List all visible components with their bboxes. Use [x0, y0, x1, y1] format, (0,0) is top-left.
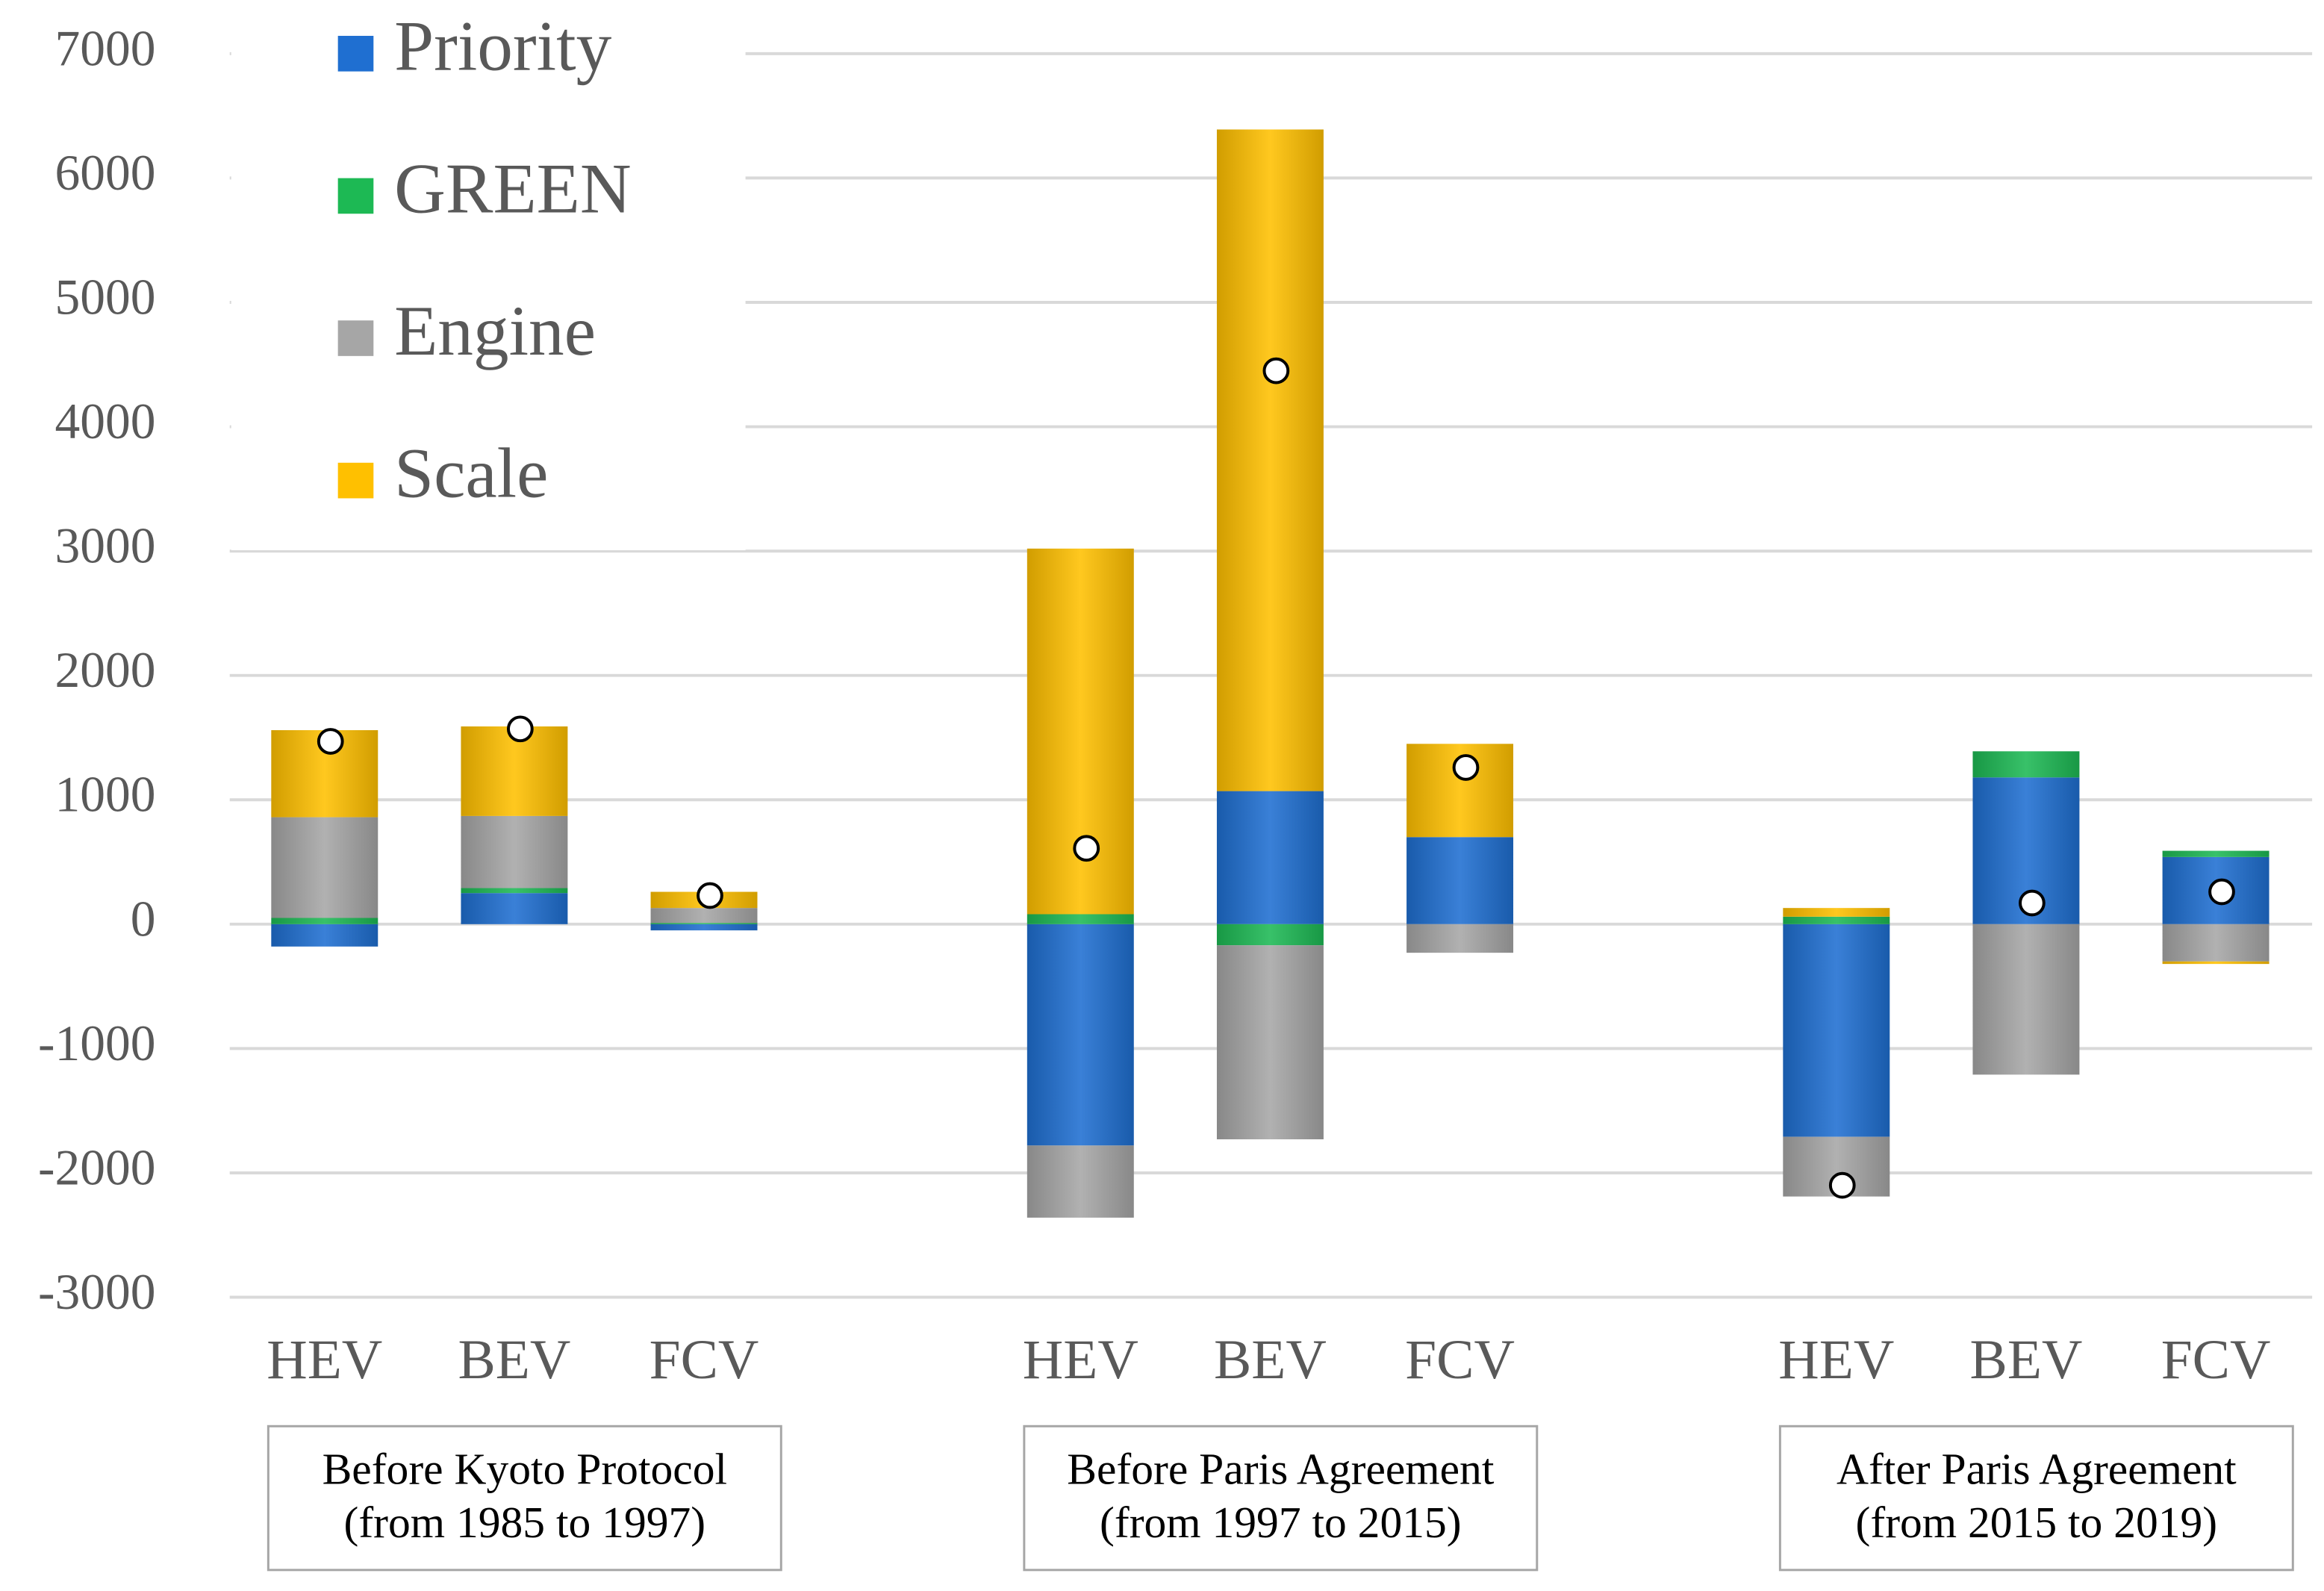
y-tick-label: 7000: [54, 20, 155, 76]
legend-swatch: [337, 36, 374, 72]
bar-segment: [2162, 850, 2270, 857]
bar-segment: [271, 924, 378, 947]
bar-segment: [1783, 924, 1890, 1137]
bar-segment: [461, 893, 568, 924]
x-tick-label: HEV: [1778, 1329, 1894, 1391]
y-tick-label: 1000: [54, 767, 155, 823]
bar-segment: [1406, 924, 1514, 953]
x-tick-label: FCV: [649, 1329, 759, 1391]
net-marker: [1073, 835, 1100, 862]
y-tick-label: 3000: [54, 518, 155, 574]
net-marker: [506, 715, 534, 743]
group-label: (from 1985 to 1997): [344, 1498, 706, 1547]
bar-segment: [1027, 924, 1134, 1146]
legend-background: [231, 0, 746, 550]
x-tick-label: BEV: [1970, 1329, 2083, 1391]
legend-label: GREEN: [394, 149, 632, 228]
y-tick-label: 5000: [54, 269, 155, 325]
legend-label: Engine: [394, 291, 596, 370]
net-marker: [1262, 357, 1290, 384]
group-label: (from 2015 to 2019): [1856, 1498, 2218, 1547]
x-tick-label: HEV: [1023, 1329, 1138, 1391]
bar-segment: [1783, 916, 1890, 924]
x-tick-label: FCV: [1405, 1329, 1515, 1391]
y-tick-label: 6000: [54, 145, 155, 201]
legend-label: Scale: [394, 433, 548, 512]
bar-segment: [271, 918, 378, 924]
group-label: Before Kyoto Protocol: [323, 1444, 727, 1493]
bar-segment: [271, 817, 378, 918]
bar-segment: [650, 923, 758, 924]
legend-label: Priority: [394, 7, 612, 86]
bar-segment: [1972, 751, 2080, 778]
bar-segment: [1027, 914, 1134, 924]
group-box: [1778, 1425, 2294, 1572]
bar-segment: [461, 815, 568, 888]
legend-swatch: [337, 462, 374, 499]
group-box: [1023, 1425, 1539, 1572]
y-tick-label: -2000: [38, 1139, 155, 1195]
bar-segment: [1216, 791, 1324, 924]
bar-segment: [1216, 129, 1324, 791]
bar-segment: [461, 888, 568, 894]
legend-swatch: [337, 178, 374, 214]
y-tick-label: -1000: [38, 1015, 155, 1071]
net-marker: [317, 728, 344, 755]
bar-segment: [2162, 961, 2270, 965]
x-tick-label: BEV: [1214, 1329, 1327, 1391]
bar-segment: [1027, 1145, 1134, 1218]
bar-segment: [1216, 945, 1324, 1139]
group-label: (from 1997 to 2015): [1100, 1498, 1462, 1547]
net-marker: [2019, 889, 2046, 917]
net-marker: [1828, 1171, 1856, 1199]
y-tick-label: -3000: [38, 1264, 155, 1320]
group-label: After Paris Agreement: [1837, 1444, 2237, 1493]
net-marker: [1452, 754, 1480, 781]
y-tick-label: 0: [131, 891, 156, 947]
bar-segment: [1216, 924, 1324, 946]
y-tick-label: 2000: [54, 642, 155, 698]
y-tick-label: 4000: [54, 393, 155, 449]
legend-swatch: [337, 320, 374, 356]
x-tick-label: BEV: [458, 1329, 570, 1391]
group-label: Before Paris Agreement: [1067, 1444, 1495, 1493]
bar-segment: [1406, 837, 1514, 924]
x-tick-label: FCV: [2161, 1329, 2271, 1391]
net-marker: [2208, 878, 2235, 906]
bar-segment: [461, 726, 568, 816]
bar-segment: [1783, 908, 1890, 917]
bar-segment: [650, 924, 758, 931]
bar-segment: [2162, 924, 2270, 962]
x-tick-label: HEV: [267, 1329, 382, 1391]
group-box: [267, 1425, 782, 1572]
bar-segment: [650, 908, 758, 924]
bar-segment: [1972, 924, 2080, 1075]
net-marker: [697, 882, 723, 909]
